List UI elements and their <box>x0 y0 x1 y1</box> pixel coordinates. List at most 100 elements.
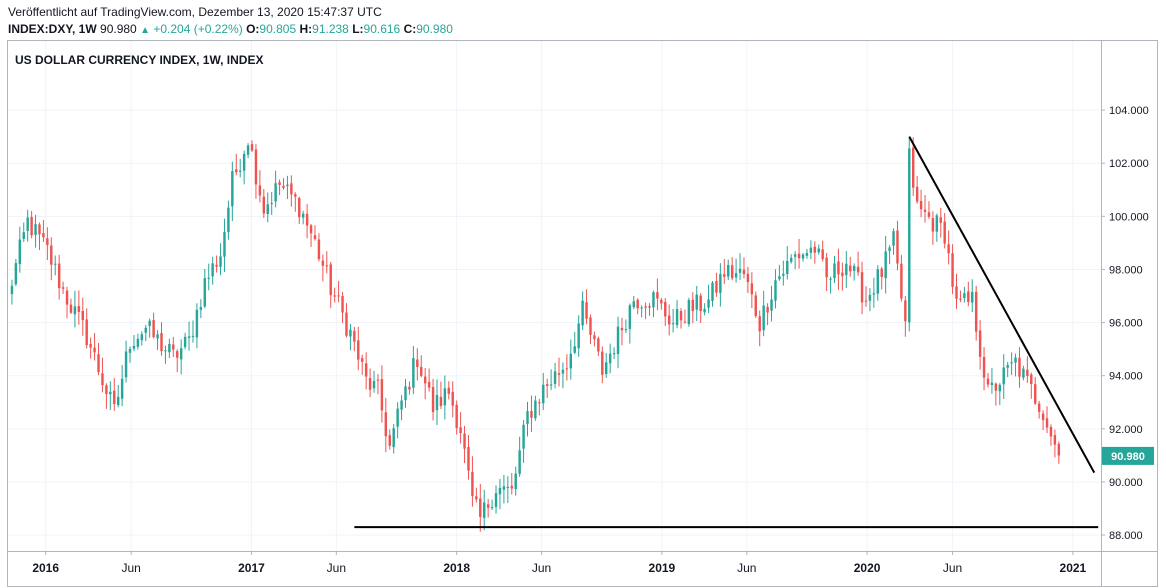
candle-body <box>683 321 687 323</box>
candle-body <box>569 353 573 369</box>
candle-body <box>349 329 352 337</box>
ohlc-legend: INDEX:DXY, 1W 90.980 ▲ +0.204 (+0.22%) O… <box>8 22 453 36</box>
candlestick-chart[interactable]: US DOLLAR CURRENCY INDEX, 1W, INDEX 88.0… <box>0 40 1166 588</box>
candle-body <box>1030 374 1033 384</box>
candle-body <box>459 427 462 434</box>
candle-body <box>671 323 675 325</box>
candle-body <box>18 239 22 265</box>
candle-body <box>919 200 923 210</box>
candle-body <box>93 347 96 353</box>
candle-body <box>695 294 698 310</box>
candle-body <box>754 295 758 317</box>
candle-body <box>305 213 309 226</box>
candle-body <box>435 394 439 411</box>
candle-body <box>514 473 517 490</box>
candle-body <box>506 486 510 488</box>
candle-body <box>1041 413 1045 421</box>
candle-body <box>691 299 695 312</box>
candle-body <box>502 486 506 490</box>
candle-body <box>750 283 754 295</box>
candle-body <box>1026 369 1029 376</box>
candle-body <box>498 487 502 495</box>
candle-body <box>380 379 384 411</box>
candle-body <box>231 171 234 207</box>
trend-lines[interactable] <box>354 136 1099 529</box>
time-tick-label: Jun <box>532 561 551 575</box>
price-tick-label: 102.000 <box>1109 158 1149 170</box>
candle-body <box>793 254 797 257</box>
candle-body <box>42 233 45 238</box>
candle-body <box>667 315 671 325</box>
candle-body <box>404 386 407 401</box>
candle-body <box>959 298 962 300</box>
candle-body <box>384 412 388 437</box>
candle-body <box>601 351 604 375</box>
time-tick-label: 2021 <box>1060 561 1087 575</box>
time-axis[interactable]: 2016 Jun 2017 Jun 2018 Jun 2019 Jun 2020 Jun 2021 <box>32 551 1087 575</box>
candle-body <box>345 312 348 336</box>
candle-body <box>65 290 69 305</box>
candle-body <box>923 209 927 212</box>
candle-body <box>774 280 777 301</box>
candle-body <box>1037 403 1041 412</box>
candle-body <box>986 378 990 385</box>
candle-body <box>711 282 714 302</box>
publish-info: Veröffentlicht auf TradingView.com, Deze… <box>8 5 382 19</box>
candle-body <box>1053 435 1057 445</box>
candle-body <box>360 358 364 362</box>
candle-body <box>612 353 616 355</box>
candle-body <box>679 311 683 321</box>
candle-body <box>124 351 128 378</box>
candle-body <box>270 203 273 205</box>
candle-body <box>211 263 214 277</box>
candle-body <box>140 334 144 341</box>
candle-body <box>1014 357 1017 363</box>
candle-body <box>727 264 730 277</box>
price-axis[interactable]: 88.000 90.000 92.000 94.000 96.000 98.000 100.… <box>1101 105 1149 542</box>
chart-title: US DOLLAR CURRENCY INDEX, 1W, INDEX <box>15 53 263 67</box>
candle-body <box>329 264 332 296</box>
candle-body <box>262 196 266 214</box>
candle-body <box>372 381 376 389</box>
candle-body <box>337 295 340 297</box>
candle-body <box>927 212 931 217</box>
high-label: H: <box>299 22 313 36</box>
candle-body <box>116 396 120 406</box>
price-tick-label: 92.000 <box>1109 424 1143 436</box>
candle-body <box>963 293 966 299</box>
candle-body <box>447 387 451 394</box>
candle-body <box>50 245 53 265</box>
candle-body <box>813 246 817 253</box>
candle-body <box>164 350 167 352</box>
time-tick-label: Jun <box>943 561 962 575</box>
candle-body <box>931 218 935 232</box>
candle-body <box>841 272 844 277</box>
candle-body <box>160 333 163 352</box>
candle-body <box>105 385 108 395</box>
candle-body <box>113 390 116 405</box>
candle-body <box>860 272 864 303</box>
candle-body <box>494 493 498 507</box>
candle-body <box>876 269 880 294</box>
candle-body <box>353 330 356 342</box>
candle-body <box>250 144 254 151</box>
candle-body <box>971 292 974 303</box>
candle-body <box>640 307 643 309</box>
candle-body <box>565 368 569 370</box>
candle-body <box>553 371 557 384</box>
candle-body <box>849 265 852 272</box>
candle-body <box>915 186 919 202</box>
candle-body <box>608 353 612 364</box>
time-tick-label: 2018 <box>443 561 470 575</box>
candle-body <box>1002 367 1005 385</box>
candle-body <box>451 391 454 406</box>
candle-body <box>85 319 88 346</box>
candle-body <box>69 304 73 313</box>
candle-body <box>321 260 325 266</box>
candle-body <box>978 330 982 357</box>
candle-body <box>388 435 391 446</box>
candle-body <box>545 384 549 386</box>
candle-body <box>624 329 628 331</box>
last-price-box <box>1102 446 1154 465</box>
candle-body <box>1057 443 1061 456</box>
